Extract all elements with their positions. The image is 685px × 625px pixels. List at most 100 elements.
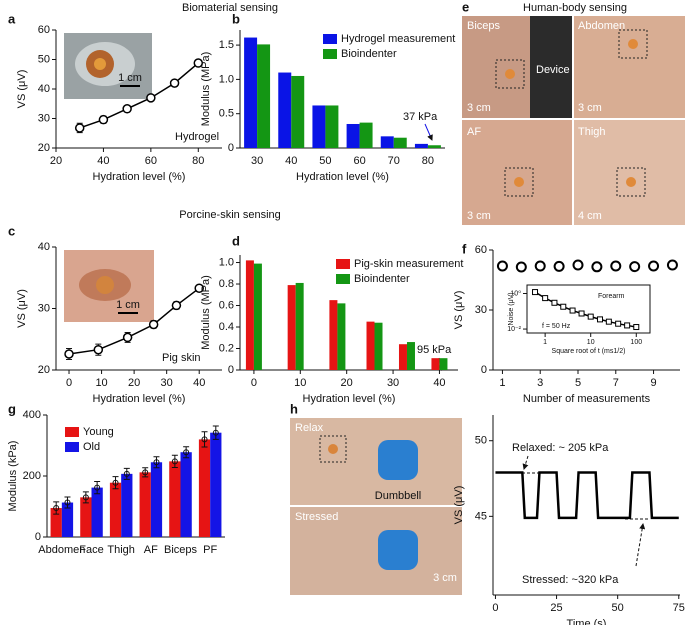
point bbox=[515, 261, 527, 273]
panel-letter: g bbox=[8, 401, 16, 416]
x-tick-label: 75 bbox=[673, 602, 685, 614]
legend-label: Pig-skin measurement bbox=[354, 258, 463, 270]
point bbox=[615, 320, 622, 327]
y-tick-label: 10⁻² bbox=[507, 326, 521, 333]
photo-label: Biceps bbox=[467, 20, 501, 32]
y-tick-label: 0.4 bbox=[219, 321, 234, 333]
bar bbox=[325, 105, 339, 148]
line bbox=[68, 287, 200, 355]
bar bbox=[278, 72, 292, 148]
bar bbox=[80, 497, 92, 537]
point bbox=[587, 313, 594, 320]
x-tick-label: 60 bbox=[145, 155, 157, 167]
point bbox=[146, 93, 156, 103]
legend-swatch bbox=[336, 274, 350, 284]
bar bbox=[50, 508, 62, 537]
error-bar bbox=[153, 456, 160, 469]
x-axis-label: Hydration level (%) bbox=[93, 393, 186, 405]
point bbox=[624, 322, 631, 329]
photo-note: Device bbox=[536, 64, 570, 76]
bar bbox=[406, 342, 415, 370]
bar-point bbox=[153, 459, 160, 466]
x-tick-label: 30 bbox=[251, 155, 263, 167]
y-axis-label: VS (μV) bbox=[453, 291, 465, 330]
bar bbox=[337, 303, 346, 370]
point bbox=[648, 260, 660, 272]
x-tick-label: 80 bbox=[422, 155, 434, 167]
bar bbox=[393, 137, 407, 148]
x-tick-label: 40 bbox=[97, 155, 109, 167]
x-axis-label: Hydration level (%) bbox=[93, 171, 186, 183]
bar bbox=[210, 432, 222, 537]
error-bar bbox=[64, 496, 71, 509]
bar bbox=[414, 143, 428, 148]
point bbox=[64, 349, 74, 359]
point bbox=[551, 299, 558, 306]
scale-label: 3 cm bbox=[578, 102, 602, 114]
legend-label: Bioindenter bbox=[341, 48, 397, 60]
x-tick-label: 100 bbox=[630, 339, 642, 346]
legend-label: Bioindenter bbox=[354, 273, 410, 285]
bar-point bbox=[94, 484, 101, 491]
x-tick-label: Face bbox=[79, 544, 103, 556]
point bbox=[193, 58, 204, 68]
scale-label: 1 cm bbox=[116, 299, 140, 311]
bar bbox=[253, 263, 262, 370]
photos-e: e Human-body sensing Biceps Device 3 cm … bbox=[462, 0, 685, 225]
y-axis-label: Noise (μV) bbox=[508, 292, 515, 325]
x-tick-label: 30 bbox=[161, 377, 173, 389]
y-axis-label: VS (μV) bbox=[16, 289, 28, 328]
point bbox=[610, 260, 622, 272]
bar-point bbox=[112, 479, 119, 486]
annotation: f = 50 Hz bbox=[542, 323, 571, 330]
point bbox=[148, 319, 159, 330]
bar bbox=[109, 482, 122, 537]
x-tick-label: 9 bbox=[650, 377, 656, 389]
y-tick-label: 400 bbox=[23, 409, 41, 421]
point bbox=[605, 318, 612, 325]
bar bbox=[91, 487, 103, 537]
bar bbox=[169, 461, 181, 537]
panel-letter: c bbox=[8, 223, 15, 238]
bar bbox=[257, 44, 271, 148]
photo-note: Dumbbell bbox=[375, 490, 421, 502]
x-tick-label: 50 bbox=[612, 602, 624, 614]
bar-point bbox=[201, 436, 208, 443]
scale-label: 3 cm bbox=[467, 102, 491, 114]
error-bar bbox=[82, 491, 89, 504]
photo-label: Stressed bbox=[295, 511, 338, 523]
y-tick-label: 50 bbox=[475, 435, 487, 447]
annotation: Forearm bbox=[598, 293, 625, 300]
point bbox=[560, 303, 567, 310]
x-tick-label: 10 bbox=[95, 377, 107, 389]
photo-label: Abdomen bbox=[578, 20, 625, 32]
inset-photo-a: 1 cm bbox=[64, 33, 152, 99]
photos-h: h Relax Dumbbell Stressed 3 cm bbox=[290, 401, 462, 595]
legend-swatch bbox=[336, 259, 350, 269]
y-tick-label: 0 bbox=[228, 142, 234, 154]
point bbox=[553, 260, 565, 272]
x-tick-label: Abdomen bbox=[38, 544, 85, 556]
bar-point bbox=[53, 505, 60, 512]
y-axis-label: Modulus (kPa) bbox=[7, 441, 19, 512]
y-tick-label: 0.2 bbox=[219, 342, 234, 354]
y-axis-label: VS (μV) bbox=[453, 486, 465, 525]
panel-letter: h bbox=[290, 401, 298, 416]
y-tick-label: 0.8 bbox=[219, 278, 234, 290]
x-tick-label: 80 bbox=[192, 155, 204, 167]
x-tick-label: 0 bbox=[251, 377, 257, 389]
y-tick-label: 1.0 bbox=[219, 73, 234, 85]
x-tick-label: 7 bbox=[613, 377, 619, 389]
bar-point bbox=[82, 494, 89, 501]
x-tick-label: Thigh bbox=[107, 544, 135, 556]
x-tick-label: 1 bbox=[499, 377, 505, 389]
y-tick-label: 10⁰ bbox=[510, 289, 521, 297]
x-tick-label: 40 bbox=[193, 377, 205, 389]
point bbox=[194, 283, 204, 293]
x-axis-label: Square root of t (ms1/2) bbox=[552, 348, 626, 355]
error-bar bbox=[94, 480, 101, 495]
point bbox=[569, 307, 576, 314]
panel-letter: a bbox=[8, 11, 16, 26]
bar bbox=[398, 344, 407, 370]
